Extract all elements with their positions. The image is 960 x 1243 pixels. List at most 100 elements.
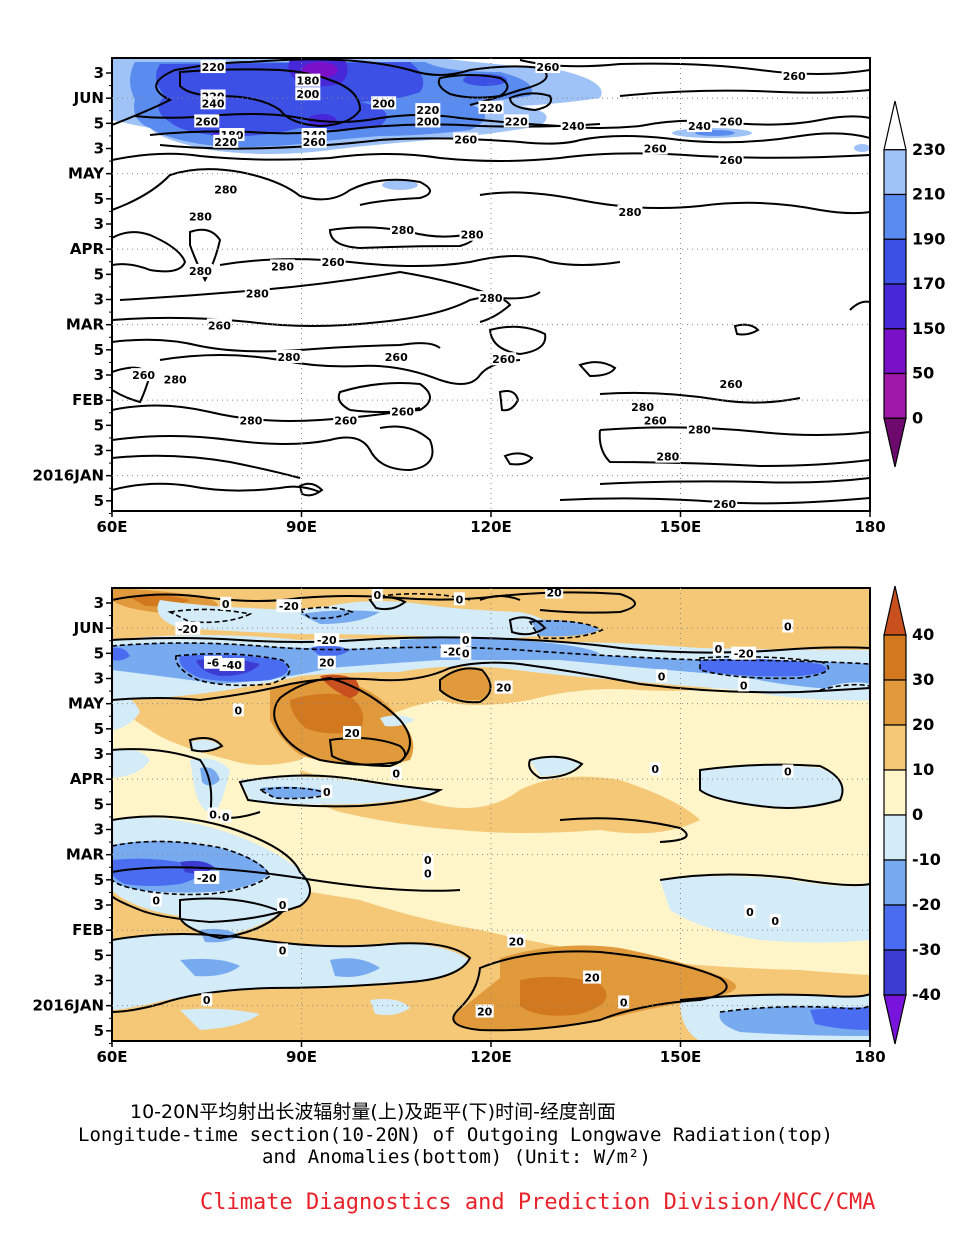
anomaly-neg-contour: [257, 786, 333, 800]
contour-label-bg: [535, 60, 561, 74]
anomaly-contour: [112, 933, 472, 1013]
contour-label: 280: [656, 451, 679, 464]
olr-contour: [598, 429, 870, 468]
colorbar-segment: [883, 949, 907, 996]
olr-contour: [112, 152, 870, 162]
contour-label-bg: [494, 680, 513, 694]
olr-contour: [112, 404, 421, 422]
anomaly-contour: [559, 817, 688, 843]
contour-label: 260: [713, 498, 736, 511]
contour-label-bg: [560, 118, 586, 132]
y-tick-label: 3: [94, 972, 104, 990]
contour-label-bg: [270, 259, 296, 273]
olr-contour: [599, 426, 870, 436]
colorbar-label: 40: [912, 625, 934, 644]
x-tick-label: 150E: [660, 518, 702, 536]
contour-label-bg: [460, 646, 472, 660]
contour-label: 280: [631, 401, 654, 414]
contour-label: 260: [536, 61, 559, 74]
anomaly-shading: [112, 588, 870, 1041]
y-tick-label: 3: [94, 821, 104, 839]
contour-label: 220: [214, 136, 237, 149]
organization-credit: Climate Diagnostics and Prediction Divis…: [200, 1190, 876, 1215]
olr-contour: [437, 74, 509, 99]
anomaly-neg-contour: [298, 606, 355, 620]
colorbar-segment: [883, 724, 907, 771]
contour-label: 0: [235, 704, 243, 717]
contour-label: 260: [644, 414, 667, 427]
y-tick-label: 3: [94, 64, 104, 82]
contour-label: 240: [688, 120, 711, 133]
x-tick-label: 180: [854, 518, 885, 536]
olr-contour: [503, 452, 534, 466]
anomaly-contours: [112, 591, 870, 1032]
contour-label: 280: [164, 374, 187, 387]
y-tick-label: APR: [70, 770, 105, 788]
contour-label: 20: [319, 657, 335, 670]
anomaly-cool-region: [180, 1008, 260, 1030]
anomaly-contour: [112, 661, 870, 702]
anomaly-contour: [238, 774, 444, 808]
y-tick-label: 5: [94, 1022, 104, 1040]
contour-label-bg: [201, 993, 213, 1007]
contour-label-bg: [276, 599, 302, 613]
anomaly-contour: [439, 667, 492, 704]
y-tick-label: MAR: [66, 316, 105, 334]
contour-label-bg: [507, 934, 526, 948]
contour-label: 260: [391, 405, 414, 418]
contour-label-bg: [630, 399, 656, 413]
anomaly-cool-region: [830, 682, 870, 701]
anomaly-cool-region: [112, 696, 140, 730]
contour-label: 280: [688, 423, 711, 436]
contour-label: 280: [246, 288, 269, 301]
olr-contour: [112, 454, 301, 479]
anomaly-cool-region: [330, 958, 380, 977]
contour-label-bg: [194, 870, 220, 884]
x-tick-label: 90E: [286, 518, 317, 536]
olr-contour: [519, 59, 870, 75]
contour-label: 220: [202, 61, 225, 74]
contour-label-bg: [206, 318, 232, 332]
y-tick-label: 3: [94, 140, 104, 158]
anomaly-cool-region: [190, 739, 220, 751]
olr-contour: [599, 477, 870, 485]
contour-label-bg: [440, 644, 466, 658]
y-tick-label: JUN: [73, 619, 104, 637]
colorbar-segment: [883, 328, 907, 375]
contour-label: 280: [277, 351, 300, 364]
contour-label-bg: [617, 205, 643, 219]
contour-label-bg: [422, 852, 434, 866]
contour-label-bg: [459, 227, 485, 241]
contour-label: 280: [271, 260, 294, 273]
anomaly-grid: [112, 588, 870, 1041]
olr-low-region-june-deep: [156, 62, 424, 137]
contour-label-bg: [276, 349, 302, 363]
contour-label-bg: [187, 209, 213, 223]
colorbar-segment: [883, 149, 907, 196]
contour-label: 0: [715, 643, 723, 656]
anomaly-cool-region: [810, 1007, 870, 1030]
contour-label: -20: [317, 634, 337, 647]
contour-label: -20: [279, 600, 299, 613]
colorbar-arrow-top: [883, 100, 907, 151]
contour-label-bg: [769, 913, 781, 927]
y-tick-label: 5: [94, 795, 104, 813]
olr-contour: [479, 191, 870, 215]
olr-contour: [619, 89, 870, 97]
olr-contour: [639, 115, 870, 127]
y-tick-label: 5: [94, 190, 104, 208]
olr-low-small: [382, 180, 418, 190]
anomaly-contour: [452, 950, 728, 1032]
olr-colorbar: 230 210 190 170 150 50 0: [883, 100, 945, 468]
contour-label-bg: [712, 497, 738, 511]
contour-label-bg: [453, 592, 465, 606]
olr-contour: [112, 425, 434, 472]
contour-label: 0: [279, 899, 287, 912]
y-tick-label: MAY: [68, 695, 105, 713]
anomaly-contour: [112, 866, 461, 892]
colorbar-arrow-bottom: [883, 417, 907, 468]
contour-label-bg: [213, 182, 239, 196]
contour-label: 0: [740, 679, 748, 692]
y-tick-label: MAR: [66, 846, 105, 864]
contour-label-bg: [200, 96, 226, 110]
